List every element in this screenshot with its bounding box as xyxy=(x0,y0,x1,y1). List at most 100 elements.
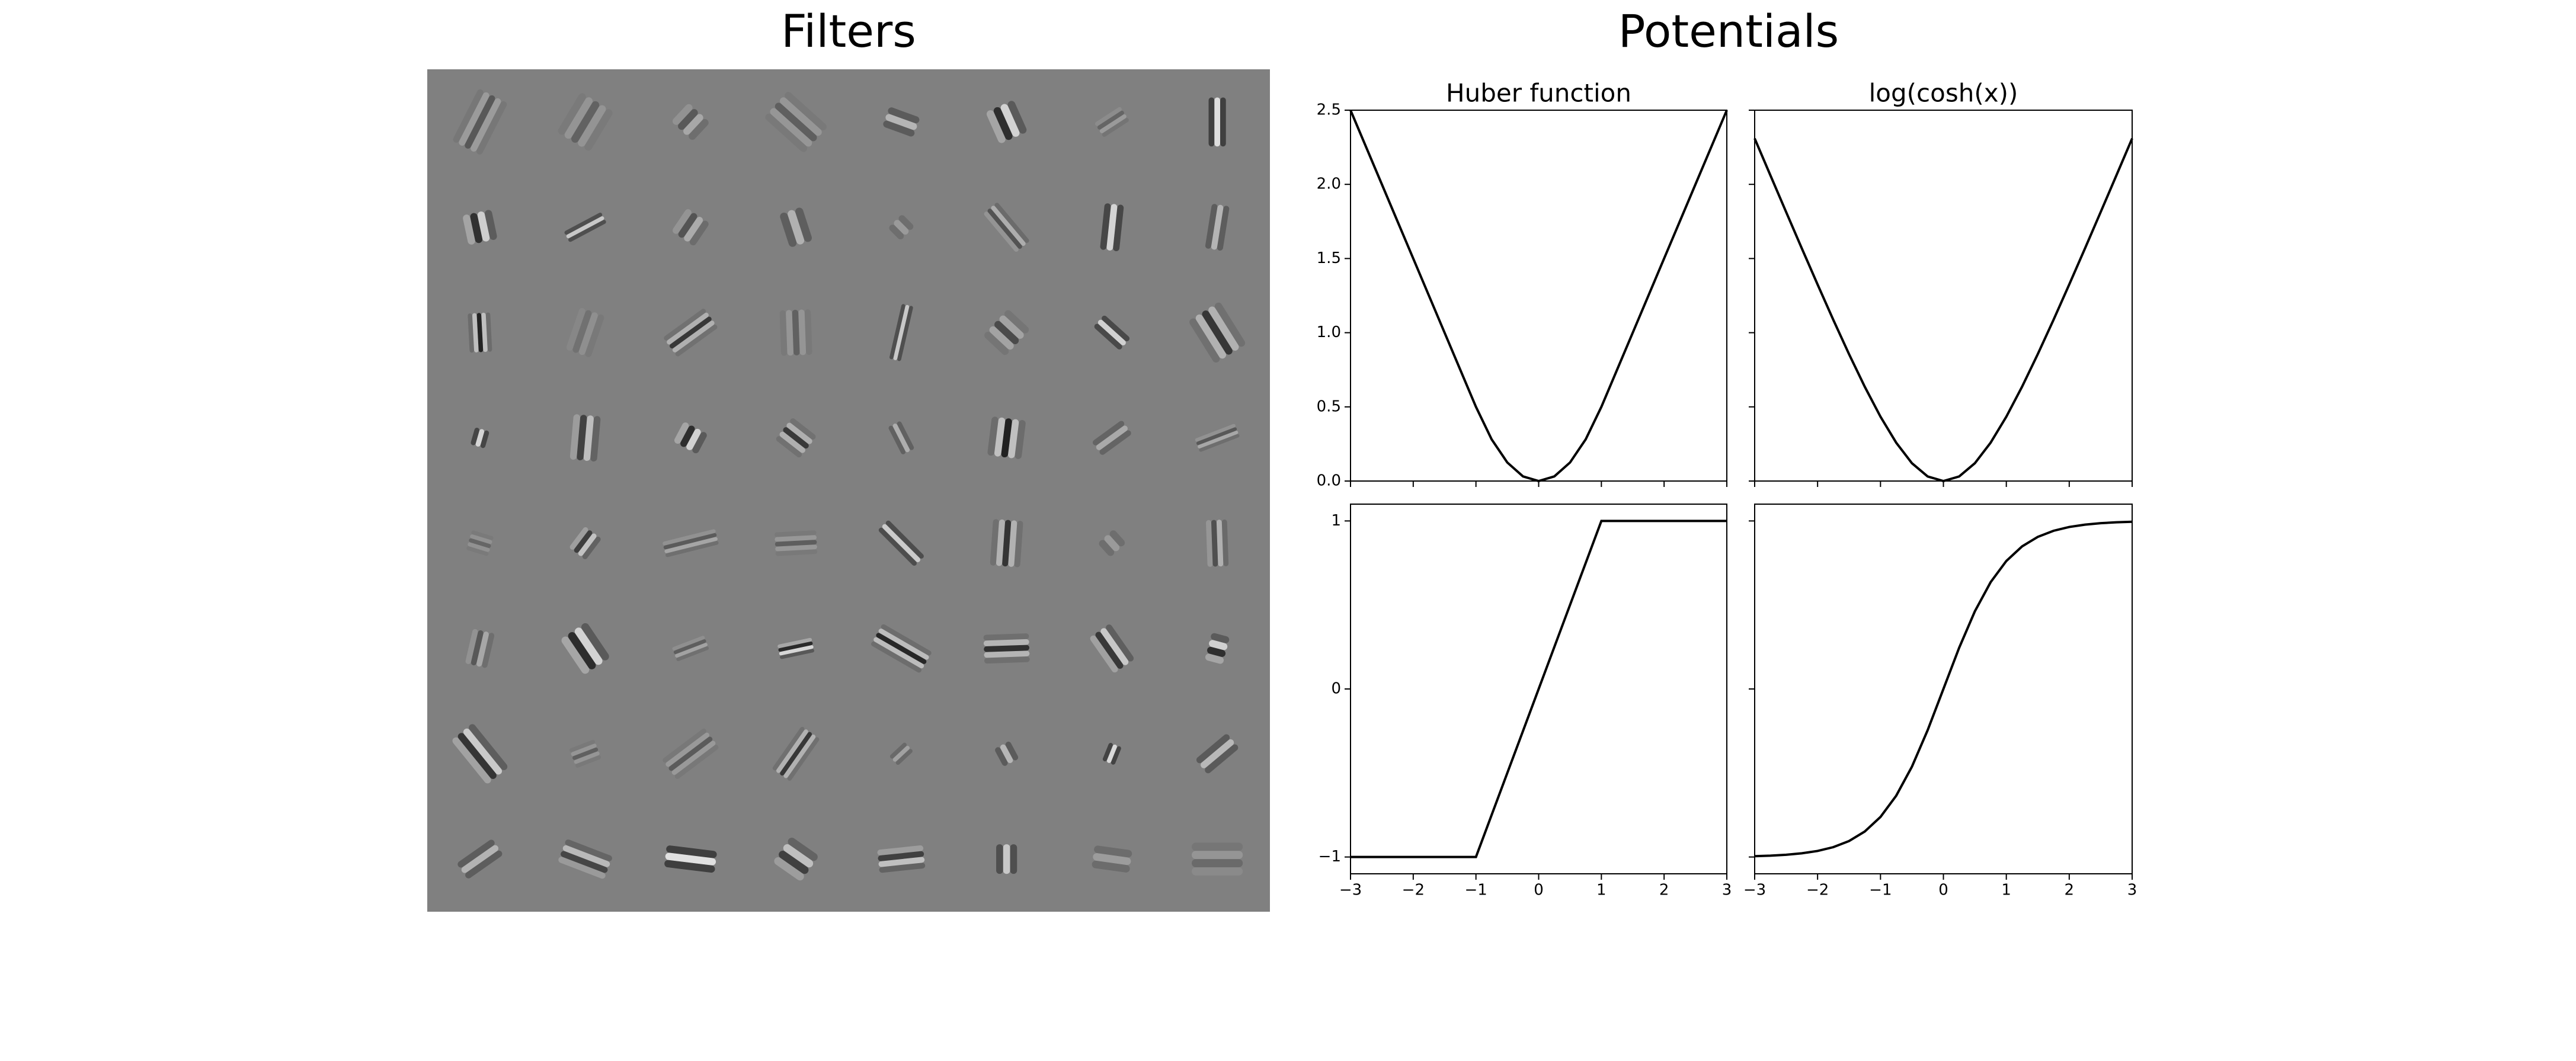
x-tick-label: 3 xyxy=(1722,882,1732,899)
filter-stripe xyxy=(1100,628,1129,665)
filter-stripe xyxy=(983,639,1029,646)
filter-patch xyxy=(1092,845,1132,873)
filter-stripe xyxy=(676,646,709,661)
filter-stripe xyxy=(668,736,713,771)
filter-stripe xyxy=(778,641,813,652)
x-tick-label: −1 xyxy=(1465,882,1487,899)
filters-title: Filters xyxy=(781,5,916,57)
filter-stripe xyxy=(564,97,593,139)
filter-stripe xyxy=(881,624,932,656)
filter-stripe xyxy=(996,519,1005,566)
filter-stripe xyxy=(578,105,606,147)
filter-stripe xyxy=(459,92,489,146)
filter-stripe xyxy=(571,101,600,143)
x-tick-label: −1 xyxy=(1869,882,1892,899)
filter-stripe xyxy=(481,312,488,352)
filter-stripe xyxy=(1205,653,1224,664)
line xyxy=(1351,520,1727,858)
subplot: −3 −2 −1 0 1 2 3 −1 0 1 xyxy=(1319,504,1732,899)
filter-patch xyxy=(984,203,1029,252)
y-tick-label: 1.0 xyxy=(1317,323,1341,341)
filter-stripe xyxy=(469,724,508,771)
filter-stripe xyxy=(673,639,706,655)
filter-stripe xyxy=(783,734,816,778)
x-tick-label: −3 xyxy=(1743,882,1766,899)
filter-stripe xyxy=(469,538,491,548)
filter-stripe xyxy=(1099,430,1131,455)
filter-stripe xyxy=(774,530,817,537)
axes-frame xyxy=(1350,110,1727,482)
subplot: Huber function 0.0 0.5 1.0 1.5 2.0 2.5 xyxy=(1317,79,1728,490)
filter-stripe xyxy=(1005,741,1019,761)
filter-stripe xyxy=(1191,851,1243,860)
filter-patch xyxy=(774,530,818,556)
filter-stripe xyxy=(1208,306,1239,351)
filter-stripe xyxy=(673,104,693,125)
filter-patch xyxy=(558,93,613,151)
filter-stripe xyxy=(452,737,491,784)
subplot-title: Huber function xyxy=(1446,79,1631,108)
filter-patch xyxy=(471,428,489,448)
filter-stripe xyxy=(672,320,715,352)
filter-stripe xyxy=(990,519,999,566)
filter-stripe xyxy=(1111,746,1121,765)
filter-stripe xyxy=(558,93,586,135)
x-tick-label: −3 xyxy=(1339,882,1362,899)
filter-patch xyxy=(663,529,719,557)
filter-stripe xyxy=(571,743,597,757)
filter-stripe xyxy=(1097,319,1126,346)
filter-stripe xyxy=(671,741,716,775)
y-tick-label: −1 xyxy=(1319,848,1341,866)
filter-stripe xyxy=(666,845,717,858)
filter-stripe xyxy=(878,857,925,867)
filter-patch xyxy=(453,89,507,155)
filter-patch xyxy=(672,636,709,661)
x-tick-label: 1 xyxy=(2001,882,2011,899)
filter-stripe xyxy=(665,541,719,557)
filter-stripe xyxy=(888,107,920,124)
filter-stripe xyxy=(798,309,807,355)
filter-stripe xyxy=(457,733,497,779)
filter-stripe xyxy=(566,307,585,351)
filter-stripe xyxy=(878,527,917,566)
filter-stripe xyxy=(889,225,904,240)
filter-patch xyxy=(569,527,601,559)
axes-frame xyxy=(1350,504,1727,874)
filter-stripe xyxy=(871,641,921,673)
filter-stripe xyxy=(675,643,708,658)
filter-stripe xyxy=(471,98,501,152)
filter-stripe xyxy=(1206,520,1213,567)
filter-stripe xyxy=(987,209,1022,249)
filter-stripe xyxy=(897,421,914,450)
filter-stripe xyxy=(590,416,601,462)
filter-stripe xyxy=(1095,632,1124,669)
filter-stripe xyxy=(1216,520,1224,567)
filter-stripe xyxy=(1106,204,1118,251)
filter-stripe xyxy=(775,549,818,556)
filter-stripe xyxy=(795,207,812,242)
filter-stripe xyxy=(582,536,601,559)
filter-patch xyxy=(889,215,914,240)
filter-stripe xyxy=(1207,646,1226,657)
filter-stripe xyxy=(1000,104,1020,137)
filter-patch xyxy=(1100,203,1124,252)
filter-patch xyxy=(1191,842,1243,876)
filter-patch xyxy=(765,92,827,152)
filter-stripe xyxy=(1093,853,1131,866)
filter-stripe xyxy=(877,845,924,855)
filter-patch xyxy=(987,416,1026,459)
filter-stripe xyxy=(1106,624,1134,662)
x-tick-label: 0 xyxy=(1534,882,1544,899)
filter-patch xyxy=(1094,315,1130,350)
filter-stripe xyxy=(779,310,788,356)
filter-stripe xyxy=(775,540,817,547)
filter-stripe xyxy=(1189,318,1220,363)
filter-stripe xyxy=(1211,520,1218,567)
filter-stripe xyxy=(578,312,598,355)
filter-patch xyxy=(1196,734,1239,774)
filter-patch xyxy=(468,312,492,353)
filter-stripe xyxy=(989,326,1014,350)
filter-patch xyxy=(1090,624,1134,673)
filter-stripe xyxy=(780,212,797,247)
filter-patch xyxy=(1195,424,1240,452)
